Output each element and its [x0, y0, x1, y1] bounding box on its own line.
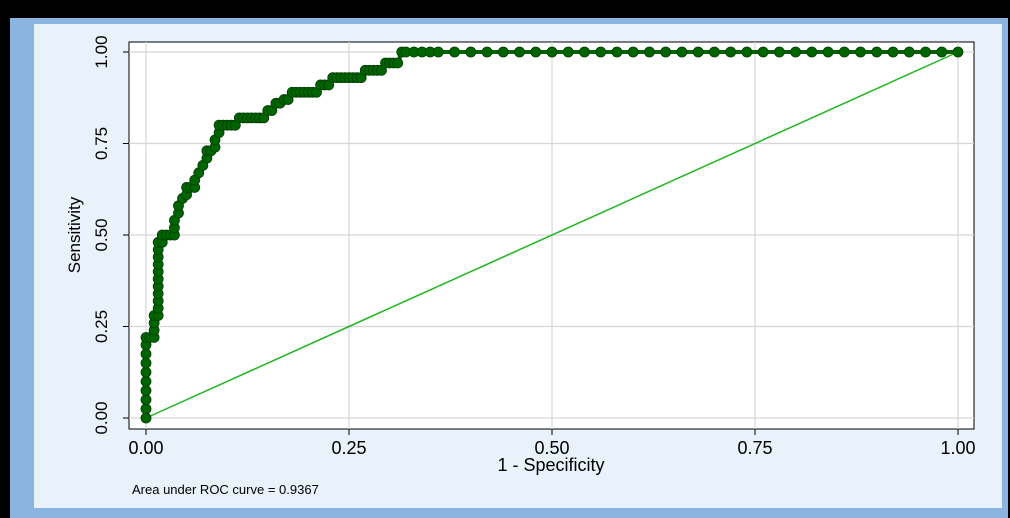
roc-point: [140, 403, 152, 415]
y-tick-label: 0.25: [92, 310, 111, 343]
roc-point: [725, 46, 737, 58]
roc-point: [140, 375, 152, 387]
roc-point: [514, 46, 525, 58]
roc-point: [822, 46, 834, 58]
y-axis-label: Sensitivity: [65, 196, 84, 273]
roc-point: [595, 46, 607, 58]
roc-point: [806, 46, 818, 58]
roc-point: [611, 46, 623, 58]
roc-point: [140, 366, 152, 378]
roc-point: [903, 46, 915, 58]
roc-point: [741, 46, 753, 58]
x-tick-label: 0.00: [128, 438, 163, 458]
roc-point: [432, 46, 444, 58]
y-tick-label: 0.50: [92, 218, 111, 251]
roc-point: [644, 46, 655, 58]
roc-point: [140, 412, 152, 424]
y-tick-label: 0.00: [92, 401, 111, 434]
roc-point: [757, 46, 769, 58]
roc-point: [627, 46, 639, 58]
roc-point: [855, 46, 866, 58]
roc-point: [660, 46, 672, 58]
roc-point: [773, 46, 785, 58]
roc-point: [465, 46, 477, 58]
x-tick-label: 0.50: [534, 438, 569, 458]
axes: 0.00 0.25 0.50 0.75 1.00 0.00 0.25 0.50 0.75 1.00: [92, 35, 976, 458]
roc-point: [790, 46, 801, 58]
reference-line: [145, 51, 959, 419]
roc-point: [449, 46, 460, 58]
roc-point: [952, 46, 964, 58]
roc-point: [920, 46, 931, 58]
roc-point: [530, 46, 542, 58]
roc-point: [871, 46, 883, 58]
roc-point: [497, 46, 509, 58]
x-tick-label: 0.75: [737, 438, 772, 458]
roc-point: [140, 348, 152, 360]
roc-point: [936, 46, 948, 58]
roc-point: [709, 46, 720, 58]
x-tick-label: 1.00: [940, 438, 975, 458]
roc-point: [676, 46, 688, 58]
roc-point: [481, 46, 493, 58]
roc-point: [692, 46, 704, 58]
x-axis-label: 1 - Specificity: [497, 455, 604, 475]
roc-point: [140, 394, 152, 406]
roc-point: [562, 46, 574, 58]
roc-point: [140, 357, 152, 369]
roc-point: [140, 385, 152, 396]
auc-annotation: Area under ROC curve = 0.9367: [132, 482, 319, 497]
x-tick-label: 0.25: [331, 438, 366, 458]
y-tick-label: 0.75: [92, 127, 111, 160]
roc-point: [838, 46, 850, 58]
roc-points-layer: [140, 46, 964, 424]
y-tick-label: 1.00: [92, 35, 111, 68]
roc-point: [579, 46, 590, 58]
roc-point: [887, 46, 899, 58]
reference-line-layer: [145, 51, 959, 419]
roc-point: [546, 46, 558, 58]
roc-point: [392, 57, 404, 69]
